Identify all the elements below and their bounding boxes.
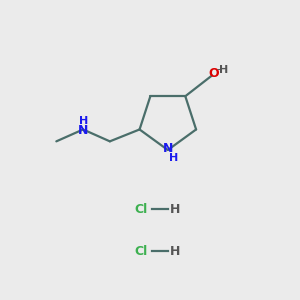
Text: H: H [79, 116, 88, 126]
Text: H: H [219, 65, 228, 75]
Text: H: H [170, 203, 181, 216]
Text: O: O [208, 68, 219, 80]
Text: -: - [216, 63, 221, 76]
Text: Cl: Cl [134, 244, 148, 258]
Text: H: H [169, 153, 178, 163]
Text: N: N [163, 142, 173, 155]
Text: N: N [78, 124, 88, 137]
Text: H: H [170, 244, 181, 258]
Text: Cl: Cl [134, 203, 148, 216]
